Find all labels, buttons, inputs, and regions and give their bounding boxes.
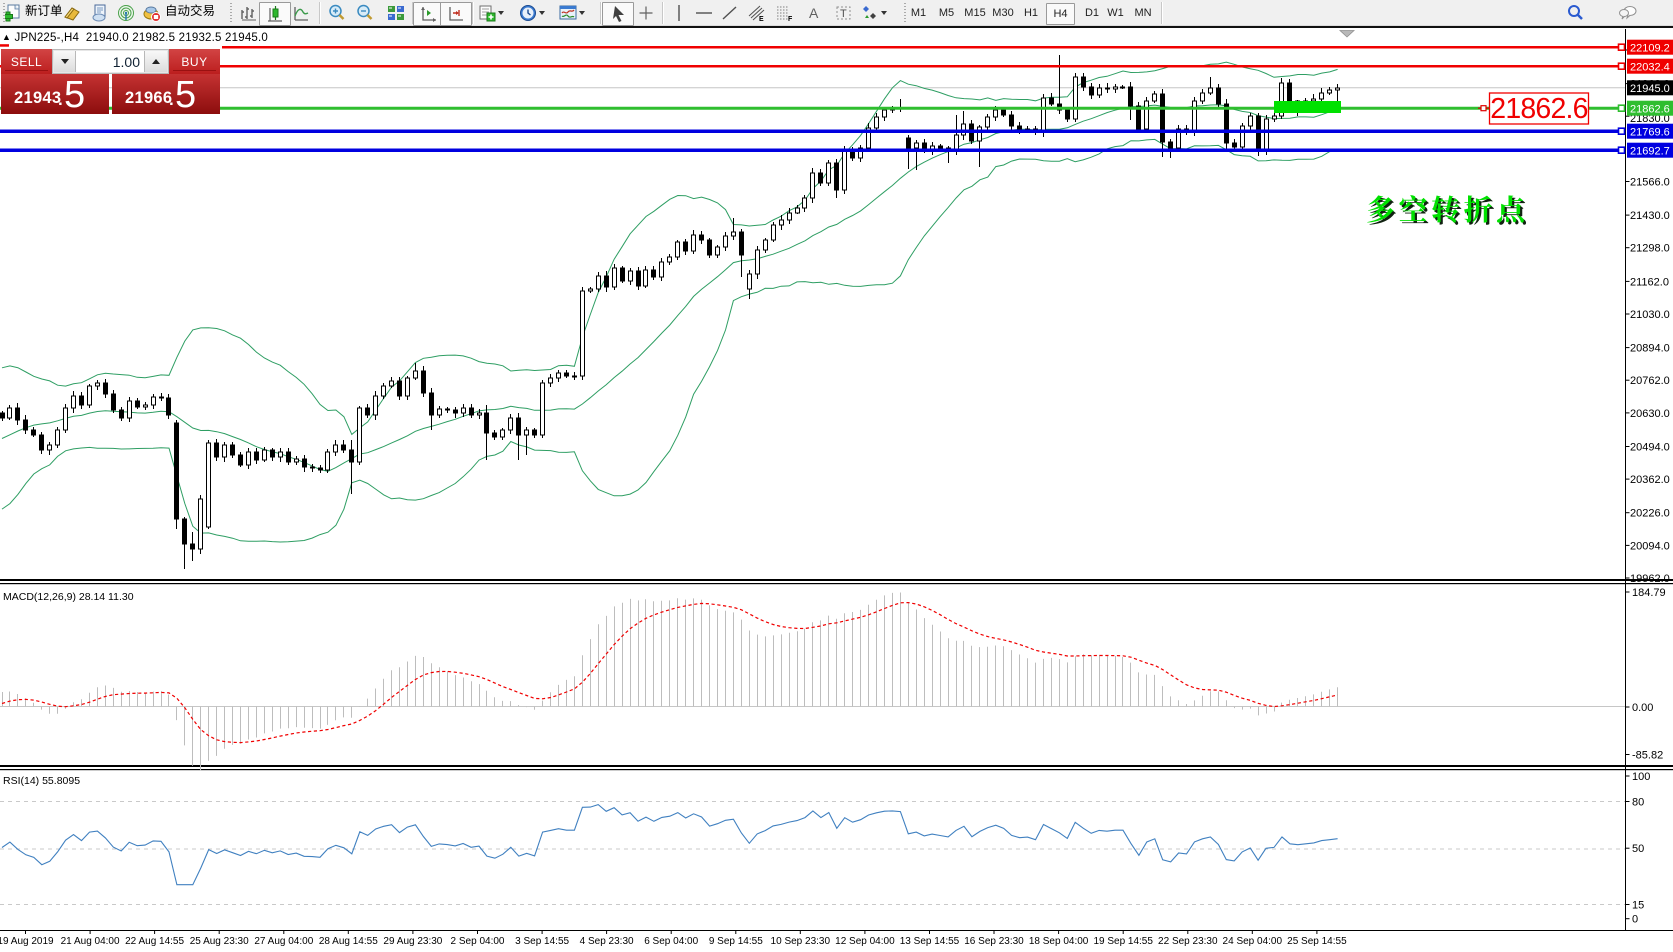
svg-text:MACD(12,26,9) 28.14 11.30: MACD(12,26,9) 28.14 11.30	[3, 591, 134, 603]
svg-text:22 Aug 14:55: 22 Aug 14:55	[125, 936, 184, 947]
svg-text:80: 80	[1632, 797, 1644, 809]
svg-text:13 Sep 14:55: 13 Sep 14:55	[900, 936, 960, 947]
svg-text:RSI(14) 55.8095: RSI(14) 55.8095	[3, 775, 80, 787]
svg-text:T: T	[840, 8, 847, 20]
svg-text:18 Sep 04:00: 18 Sep 04:00	[1029, 936, 1089, 947]
svg-text:-85.82: -85.82	[1632, 750, 1663, 762]
svg-text:10 Sep 23:30: 10 Sep 23:30	[771, 936, 831, 947]
svg-text:19962.0: 19962.0	[1630, 573, 1670, 585]
svg-text:21862.6: 21862.6	[1490, 93, 1587, 125]
svg-text:22032.4: 22032.4	[1630, 61, 1670, 73]
svg-text:24 Sep 04:00: 24 Sep 04:00	[1223, 936, 1283, 947]
svg-text:21830.0: 21830.0	[1630, 113, 1670, 125]
svg-text:0: 0	[1632, 914, 1638, 926]
svg-text:21298.0: 21298.0	[1630, 243, 1670, 255]
svg-text:20362.0: 20362.0	[1630, 474, 1670, 486]
svg-text:21 Aug 04:00: 21 Aug 04:00	[61, 936, 120, 947]
svg-text:21430.0: 21430.0	[1630, 210, 1670, 222]
svg-text:22109.2: 22109.2	[1630, 42, 1670, 54]
svg-text:21862.6: 21862.6	[1630, 103, 1670, 115]
svg-text:21769.6: 21769.6	[1630, 126, 1670, 138]
svg-text:25 Aug 23:30: 25 Aug 23:30	[190, 936, 249, 947]
svg-text:15: 15	[1632, 900, 1644, 912]
svg-text:F: F	[788, 16, 793, 22]
svg-text:50: 50	[1632, 843, 1644, 855]
svg-text:16 Sep 23:30: 16 Sep 23:30	[964, 936, 1024, 947]
svg-text:9 Sep 14:55: 9 Sep 14:55	[709, 936, 763, 947]
svg-text:19 Aug 2019: 19 Aug 2019	[0, 936, 54, 947]
svg-text:21030.0: 21030.0	[1630, 309, 1670, 321]
svg-text:21692.7: 21692.7	[1630, 145, 1670, 157]
svg-text:20226.0: 20226.0	[1630, 508, 1670, 520]
svg-text:20494.0: 20494.0	[1630, 442, 1670, 454]
svg-text:29 Aug 23:30: 29 Aug 23:30	[383, 936, 442, 947]
svg-text:21566.0: 21566.0	[1630, 177, 1670, 189]
svg-text:22 Sep 23:30: 22 Sep 23:30	[1158, 936, 1218, 947]
svg-text:27 Aug 04:00: 27 Aug 04:00	[254, 936, 313, 947]
svg-text:20094.0: 20094.0	[1630, 540, 1670, 552]
svg-text:20894.0: 20894.0	[1630, 343, 1670, 355]
svg-text:2 Sep 04:00: 2 Sep 04:00	[451, 936, 505, 947]
svg-text:12 Sep 04:00: 12 Sep 04:00	[835, 936, 895, 947]
svg-text:25 Sep 14:55: 25 Sep 14:55	[1287, 936, 1347, 947]
svg-text:0.00: 0.00	[1632, 702, 1653, 714]
svg-text:19 Sep 14:55: 19 Sep 14:55	[1093, 936, 1153, 947]
svg-text:100: 100	[1632, 771, 1650, 783]
svg-text:A: A	[809, 5, 819, 21]
svg-text:28 Aug 14:55: 28 Aug 14:55	[319, 936, 378, 947]
svg-text:20762.0: 20762.0	[1630, 375, 1670, 387]
svg-text:21162.0: 21162.0	[1630, 276, 1669, 288]
svg-text:21945.0: 21945.0	[1630, 83, 1670, 95]
svg-text:20630.0: 20630.0	[1630, 408, 1670, 420]
svg-text:6 Sep 04:00: 6 Sep 04:00	[644, 936, 698, 947]
svg-text:3 Sep 14:55: 3 Sep 14:55	[515, 936, 569, 947]
svg-text:184.79: 184.79	[1632, 587, 1666, 599]
svg-text:4 Sep 23:30: 4 Sep 23:30	[580, 936, 634, 947]
svg-text:E: E	[759, 16, 764, 22]
